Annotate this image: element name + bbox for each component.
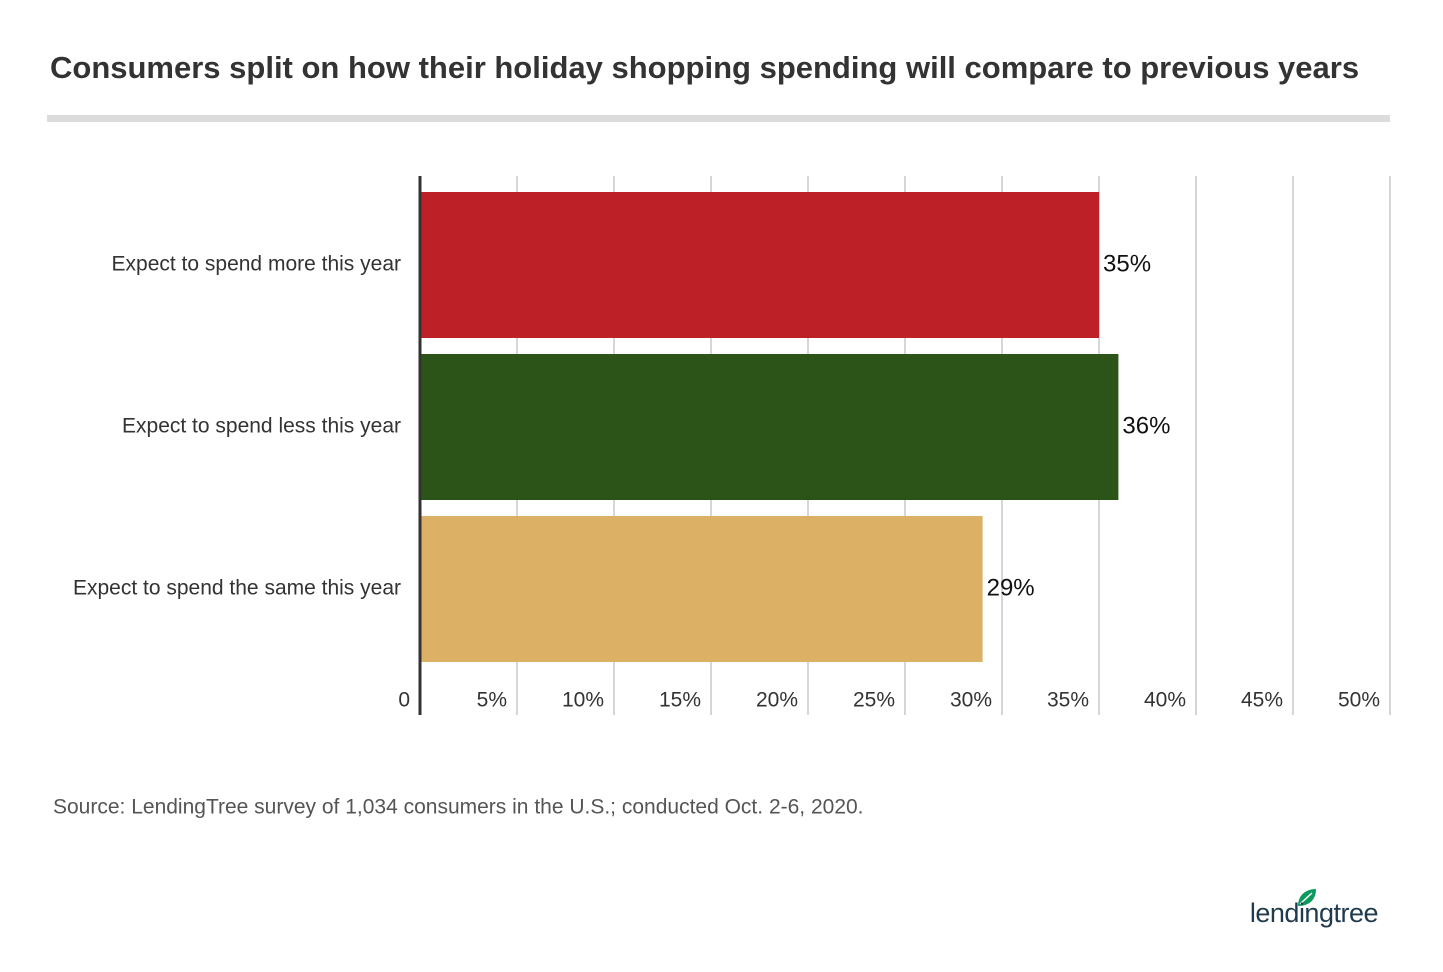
bar bbox=[420, 516, 983, 662]
x-tick-label: 50% bbox=[1338, 689, 1380, 712]
bar bbox=[420, 192, 1099, 338]
bar bbox=[420, 354, 1119, 500]
logo-leaf bbox=[1298, 889, 1316, 906]
x-tick-label: 20% bbox=[756, 689, 798, 712]
x-tick-label: 35% bbox=[1047, 689, 1089, 712]
source-note: Source: LendingTree survey of 1,034 cons… bbox=[53, 796, 864, 819]
category-label: Expect to spend less this year bbox=[122, 415, 401, 438]
value-label: 36% bbox=[1122, 412, 1170, 439]
category-label: Expect to spend more this year bbox=[112, 253, 401, 276]
category-label: Expect to spend the same this year bbox=[73, 577, 401, 600]
value-label: 35% bbox=[1103, 250, 1151, 277]
x-tick-label: 0 bbox=[398, 689, 410, 712]
x-tick-label: 10% bbox=[562, 689, 604, 712]
x-tick-label: 5% bbox=[477, 689, 507, 712]
title-rule bbox=[47, 115, 1390, 122]
x-tick-label: 40% bbox=[1144, 689, 1186, 712]
x-tick-label: 15% bbox=[659, 689, 701, 712]
x-tick-label: 30% bbox=[950, 689, 992, 712]
logo: lendingtree bbox=[1250, 898, 1378, 928]
x-tick-label: 45% bbox=[1241, 689, 1283, 712]
chart-title: Consumers split on how their holiday sho… bbox=[50, 50, 1359, 85]
x-tick-label: 25% bbox=[853, 689, 895, 712]
value-label: 29% bbox=[987, 574, 1035, 601]
